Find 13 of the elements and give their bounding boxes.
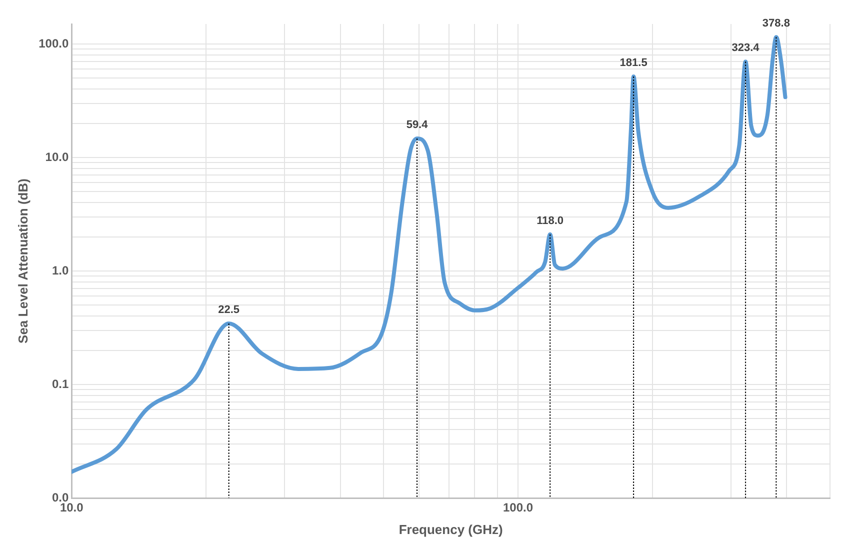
annotation: 22.5 (218, 304, 240, 316)
annotation: 323.4 (732, 42, 760, 54)
y-tick-label: 0.1 (52, 376, 69, 391)
annotation: 59.4 (406, 119, 429, 132)
y-tick-label: 0.0 (52, 490, 69, 504)
y-tick-label: 1.0 (52, 263, 69, 278)
annotation: 181.5 (620, 57, 648, 70)
x-axis-title: Frequency (GHz) (398, 522, 503, 537)
y-axis-title: Sea Level Attenuation (dB) (15, 178, 30, 344)
annotation: 378.8 (762, 18, 790, 30)
annotation: 118.0 (536, 214, 564, 227)
y-tick-label: 100.0 (38, 36, 69, 50)
y-tick-label: 10.0 (45, 150, 69, 164)
